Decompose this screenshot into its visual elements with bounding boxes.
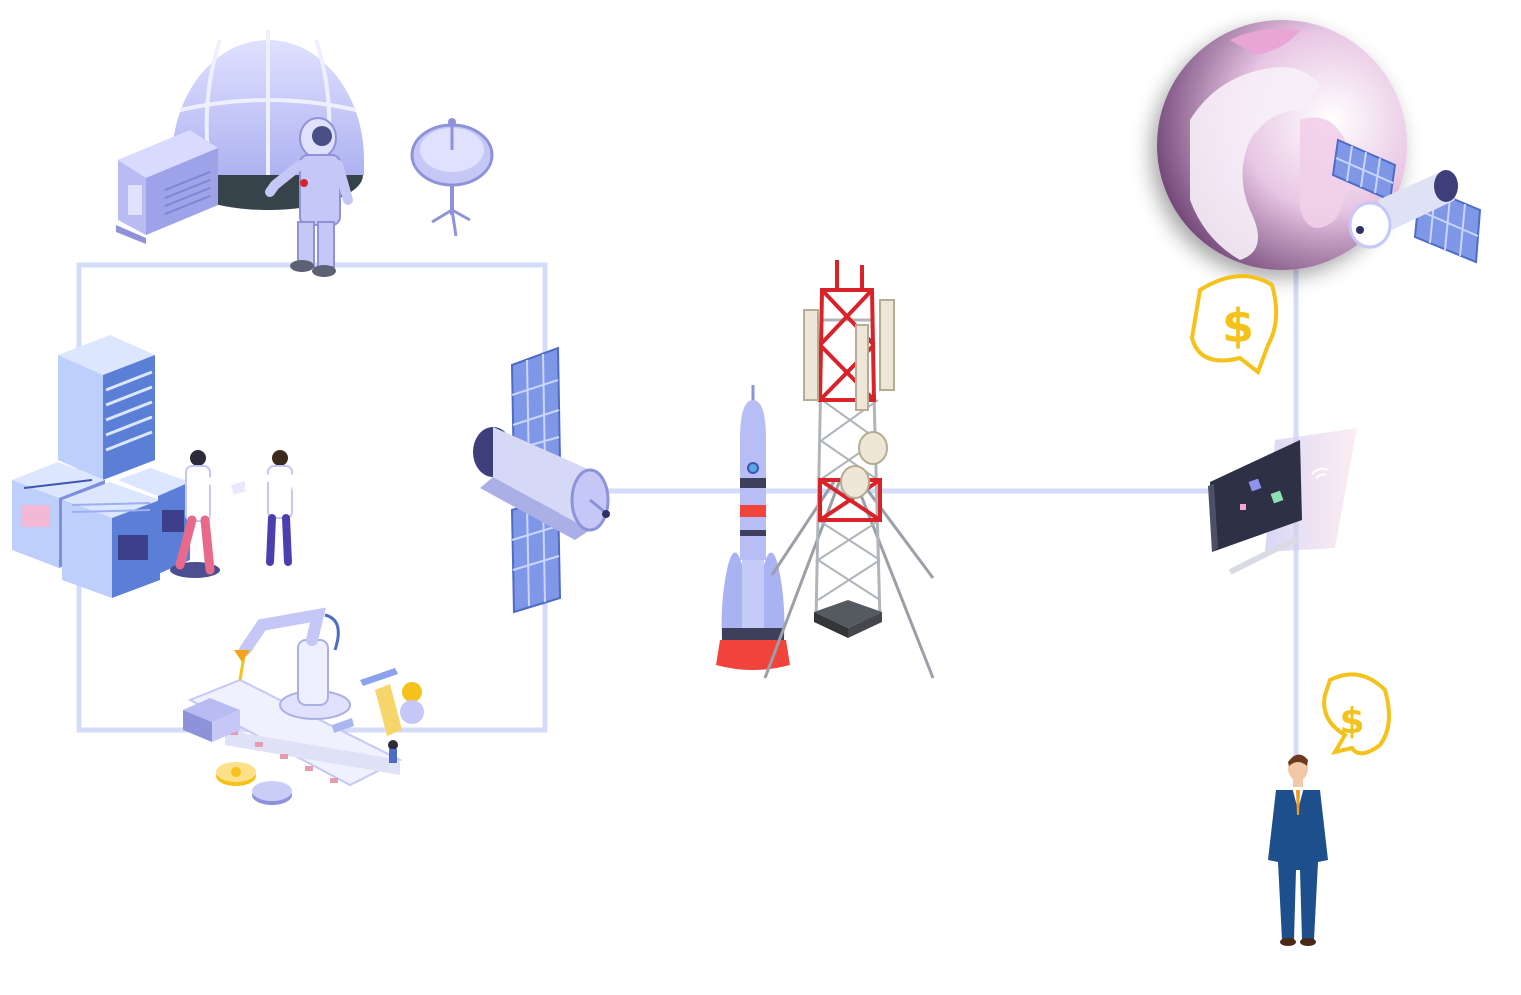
astronaut-icon <box>265 117 353 277</box>
scientists-icon <box>170 450 304 578</box>
svg-text:$: $ <box>1339 701 1364 742</box>
satellite-dish-icon <box>410 118 494 237</box>
dollar-bubble-icon: $ <box>1189 274 1279 376</box>
satellite-icon <box>473 346 610 614</box>
rocket-icon <box>716 385 790 670</box>
server-stack-icon <box>12 335 190 598</box>
wifi-terminal-icon <box>1208 428 1357 575</box>
svg-text:$: $ <box>1222 299 1254 353</box>
businessman-icon <box>1268 754 1328 946</box>
satellite-icon <box>1331 138 1482 264</box>
connectors <box>76 250 1299 760</box>
dollar-bubble-icon: $ <box>1322 672 1391 756</box>
cell-tower-icon <box>763 260 935 679</box>
robot-arm-icon <box>183 607 424 805</box>
